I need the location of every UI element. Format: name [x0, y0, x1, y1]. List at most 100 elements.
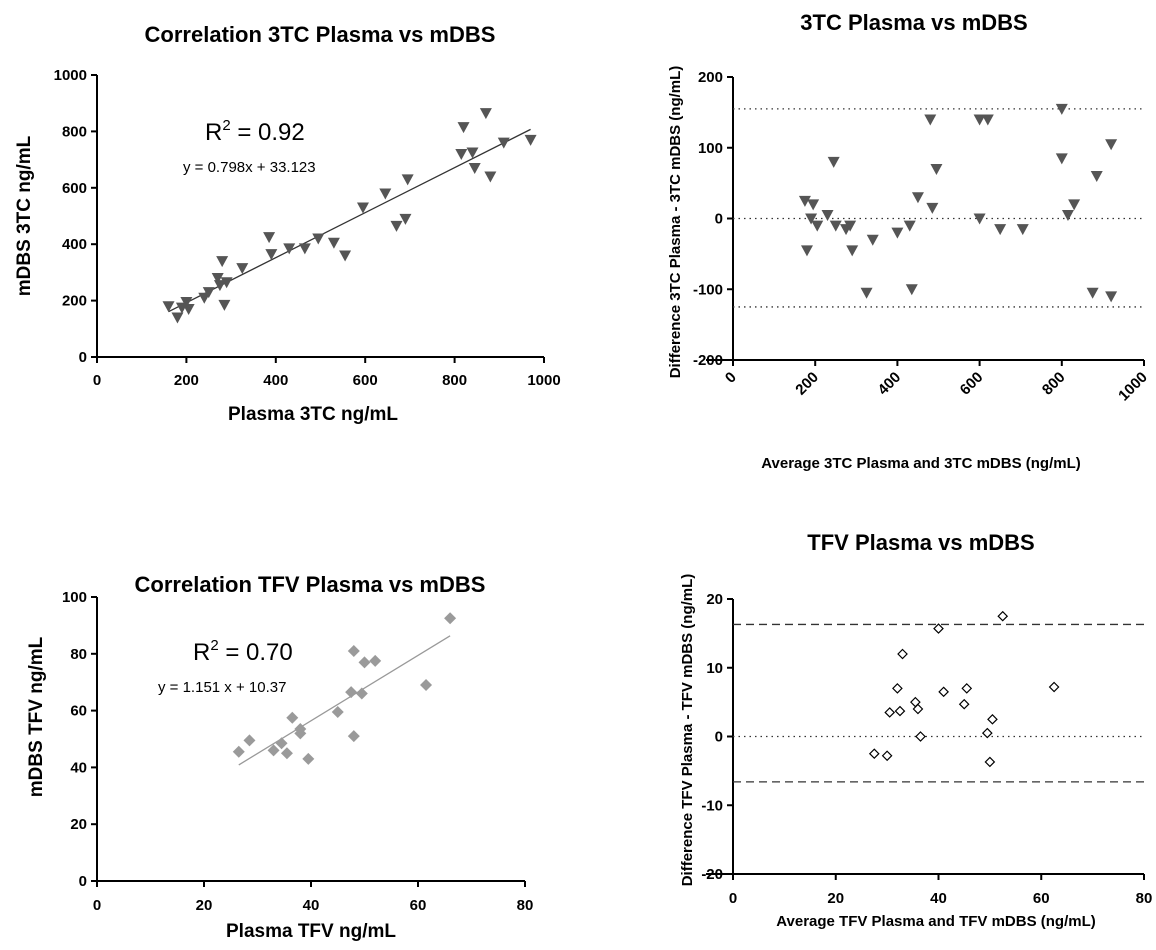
x-tick-label: 80 — [517, 897, 534, 914]
y-tick-label: 20 — [70, 816, 87, 833]
data-point — [232, 745, 245, 758]
data-point — [827, 156, 840, 168]
data-point — [884, 707, 896, 718]
data-point — [339, 250, 352, 262]
y-tick-label: 100 — [698, 140, 723, 157]
x-tick-label: 20 — [196, 897, 213, 914]
x-tick-label: 200 — [792, 369, 822, 399]
data-point — [915, 731, 926, 742]
data-point — [926, 202, 939, 214]
y-tick-label: 200 — [62, 293, 87, 310]
r-squared-superscript: 2 — [210, 637, 218, 654]
data-point — [987, 713, 998, 725]
chart-ba3tc: 3TC Plasma vs mDBS -200 -100 0 100 200 0 200 400… — [667, 10, 1151, 472]
y-axis-title: mDBS 3TC ng/mL — [14, 135, 35, 296]
data-point — [1061, 209, 1074, 221]
data-point — [881, 750, 893, 762]
data-point — [903, 220, 916, 232]
data-point — [807, 199, 820, 211]
x-tick-label: 40 — [303, 897, 320, 914]
data-point — [1055, 153, 1068, 165]
x-tick-label: 600 — [957, 369, 987, 399]
data-point — [911, 192, 924, 204]
data-point — [829, 220, 842, 232]
x-axis-title: Average 3TC Plasma and 3TC mDBS (ng/mL) — [761, 455, 1081, 472]
data-point — [218, 299, 231, 311]
data-point — [1105, 291, 1118, 303]
data-point — [457, 122, 470, 134]
data-point — [216, 256, 229, 268]
y-tick-label: 60 — [70, 703, 87, 720]
data-point — [182, 304, 195, 316]
data-point — [286, 711, 299, 724]
data-point — [444, 612, 457, 625]
data-point — [811, 220, 824, 232]
data-point — [202, 287, 215, 299]
data-point — [347, 644, 360, 657]
data-point — [379, 188, 392, 200]
data-point — [275, 737, 288, 750]
x-axis-title: Plasma TFV ng/mL — [226, 921, 396, 942]
y-tick-label: 1000 — [54, 67, 87, 84]
data-point — [905, 284, 918, 296]
data-point — [1086, 287, 1099, 299]
chart-batfv: TFV Plasma vs mDBS -20 -10 0 10 20 0 20 40 60 80 Av… — [679, 530, 1152, 930]
data-point — [265, 249, 278, 261]
data-point — [263, 232, 276, 244]
data-point — [294, 723, 307, 736]
data-point — [162, 301, 175, 313]
y-tick-label: 600 — [62, 180, 87, 197]
chart-title: TFV Plasma vs mDBS — [807, 530, 1034, 555]
x-axis-title: Plasma 3TC ng/mL — [228, 404, 398, 425]
x-tick-label: 0 — [722, 369, 740, 387]
x-tick-label: 60 — [1033, 890, 1050, 907]
x-tick-label: 20 — [827, 890, 844, 907]
y-tick-label: 400 — [62, 236, 87, 253]
x-tick-label: 800 — [442, 372, 467, 389]
x-axis-title: Average TFV Plasma and TFV mDBS (ng/mL) — [776, 913, 1096, 930]
x-tick-label: 0 — [93, 897, 101, 914]
data-point — [298, 243, 311, 255]
y-tick-label: 40 — [70, 759, 87, 776]
data-point — [930, 163, 943, 175]
data-point — [891, 227, 904, 239]
data-point — [283, 243, 296, 255]
data-point — [213, 280, 226, 292]
data-point — [1068, 199, 1081, 211]
chart-corrtfv: Correlation TFV Plasma vs mDBS0204060801… — [26, 572, 533, 942]
y-tick-label: 0 — [715, 729, 723, 746]
r-squared-label: R2 = 0.70 — [193, 637, 293, 666]
y-tick-label: -100 — [693, 281, 723, 298]
y-tick-label: 200 — [698, 69, 723, 86]
y-tick-label: -10 — [701, 797, 723, 814]
y-tick-label: 0 — [715, 211, 723, 228]
r-squared-prefix: R — [193, 639, 210, 666]
data-point — [933, 623, 944, 634]
data-point — [1048, 681, 1060, 693]
r-squared-label: R2 = 0.92 — [205, 117, 305, 146]
data-point — [912, 703, 924, 715]
data-point — [844, 220, 857, 232]
data-point — [479, 108, 492, 120]
data-point — [497, 137, 510, 149]
regression-equation: y = 0.798x + 33.123 — [183, 159, 316, 176]
data-point — [897, 648, 908, 660]
x-tick-label: 0 — [729, 890, 737, 907]
y-tick-label: 100 — [62, 589, 87, 606]
data-point — [466, 147, 479, 159]
data-point — [401, 174, 414, 186]
chart-title: Correlation 3TC Plasma vs mDBS — [145, 22, 496, 47]
data-point — [924, 114, 937, 126]
data-point — [280, 747, 293, 760]
data-point — [369, 654, 382, 667]
data-point — [243, 734, 256, 747]
data-point — [312, 233, 325, 245]
x-tick-label: 400 — [875, 369, 905, 399]
data-point — [455, 148, 468, 160]
data-point — [961, 683, 973, 694]
y-tick-label: 10 — [706, 660, 723, 677]
x-tick-label: 0 — [93, 372, 101, 389]
data-point — [267, 744, 280, 757]
chart-title: 3TC Plasma vs mDBS — [800, 10, 1027, 35]
data-point — [805, 213, 818, 225]
